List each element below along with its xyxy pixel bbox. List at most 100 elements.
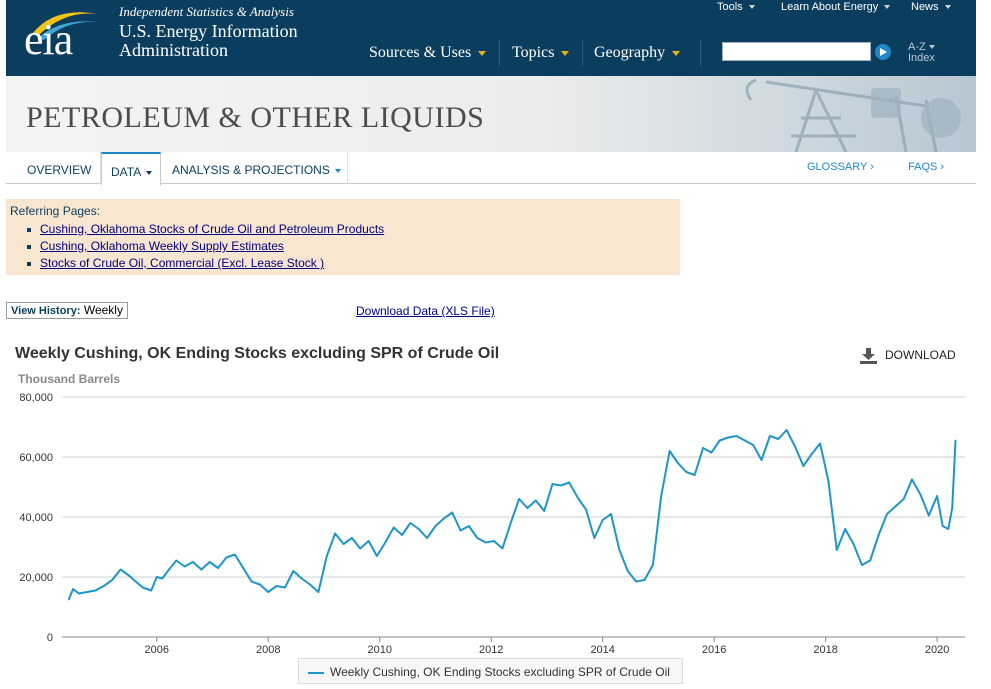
eia-logo[interactable]: eia [24,15,73,64]
data-point [626,570,629,572]
site-header: eia Independent Statistics & Analysis U.… [6,0,976,76]
tab-overview-label: OVERVIEW [27,163,92,177]
pumpjack-illustration [745,78,961,152]
data-point [442,517,445,520]
chevron-down-icon [928,45,935,50]
search-button[interactable] [875,44,891,60]
legend-swatch-icon [308,671,324,674]
data-point [777,438,780,440]
y-tick-label: 0 [47,632,53,644]
chart-units: Thousand Barrels [18,372,121,386]
x-tick-label: 2018 [813,644,837,656]
data-point [668,450,671,452]
y-tick-label: 80,000 [19,392,53,404]
data-point [200,568,203,571]
data-point [192,561,194,563]
data-point [367,540,370,542]
top-nav-news[interactable]: News [911,1,951,13]
data-point [534,499,537,502]
data-point [954,439,957,442]
data-point [259,583,261,586]
data-point [150,589,153,592]
download-data-link[interactable]: Download Data (XLS File) [356,304,495,318]
referring-pages-list: Cushing, Oklahoma Stocks of Crude Oil an… [10,221,676,272]
data-point [392,526,395,529]
tab-data[interactable]: DATA [101,152,161,185]
x-tick-label: 2010 [367,644,391,656]
download-button[interactable]: DOWNLOAD [860,348,956,364]
data-point [459,529,462,532]
data-point [902,498,905,500]
chart-legend[interactable]: Weekly Cushing, OK Ending Stocks excludi… [298,658,683,684]
data-point [242,567,245,569]
download-icon [860,348,877,364]
data-point [183,565,186,568]
data-point [468,525,470,527]
chevron-down-icon [478,50,487,56]
data-point [208,561,211,563]
data-point [919,493,922,496]
x-tick-label: 2008 [256,644,280,656]
data-point [752,444,755,446]
data-point [794,445,796,448]
data-point [693,474,696,476]
chevron-down-icon [944,5,951,10]
data-point [476,537,479,539]
data-point [685,471,688,473]
nav-sources-uses[interactable]: Sources & Uses [369,44,487,62]
data-point [593,537,596,539]
referring-link[interactable]: Cushing, Oklahoma Stocks of Crude Oil an… [40,222,385,236]
nav-topics[interactable]: Topics [512,44,570,62]
data-point [67,598,70,601]
faqs-link[interactable]: FAQS › [908,161,945,173]
data-point [802,465,805,467]
view-history-label: View History: [11,305,81,317]
data-point [635,580,637,583]
data-point [819,442,821,445]
data-point [77,592,80,595]
az-index-menu[interactable]: A-Z Index [908,42,935,64]
tab-analysis-projections[interactable]: ANALYSIS & PROJECTIONS [162,152,348,184]
top-nav-tools[interactable]: Tools [717,1,755,13]
data-point [518,498,520,500]
data-point [409,522,412,524]
agency-name[interactable]: U.S. Energy Information Administration [119,22,319,60]
data-point [660,495,663,497]
data-point [735,435,738,437]
data-point [618,549,621,551]
data-point [877,534,880,536]
chevron-down-icon [561,50,570,56]
data-point [334,532,336,535]
data-point [225,556,228,559]
search-input[interactable] [722,42,871,61]
list-item: Stocks of Crude Oil, Commercial (Excl. L… [24,255,676,272]
data-point [175,559,178,562]
data-point [947,528,950,530]
data-point [325,555,328,557]
data-point [810,453,813,455]
data-point [743,439,746,442]
data-point [551,483,554,485]
data-point [141,586,144,589]
chevron-down-icon [672,50,681,56]
data-point [585,508,587,511]
referring-link[interactable]: Cushing, Oklahoma Weekly Supply Estimate… [40,239,284,253]
nav-geography[interactable]: Geography [594,44,681,62]
glossary-link[interactable]: GLOSSARY › [807,161,874,173]
legend-label: Weekly Cushing, OK Ending Stocks excludi… [330,665,670,679]
nav-sources-uses-label: Sources & Uses [369,44,472,61]
chart-title: Weekly Cushing, OK Ending Stocks excludi… [15,345,500,362]
view-history-selector[interactable]: View History: Weekly [6,302,128,319]
referring-link[interactable]: Stocks of Crude Oil, Commercial (Excl. L… [40,256,325,270]
data-point [102,585,105,587]
data-point [86,591,88,593]
view-history-value: Weekly [83,303,123,317]
data-point [384,541,387,544]
data-point [643,579,646,581]
chevron-down-icon [748,5,755,10]
top-nav-learn-about-energy[interactable]: Learn About Energy [781,1,891,13]
data-point [526,507,529,509]
data-point [250,580,253,583]
tab-overview[interactable]: OVERVIEW [6,152,101,184]
